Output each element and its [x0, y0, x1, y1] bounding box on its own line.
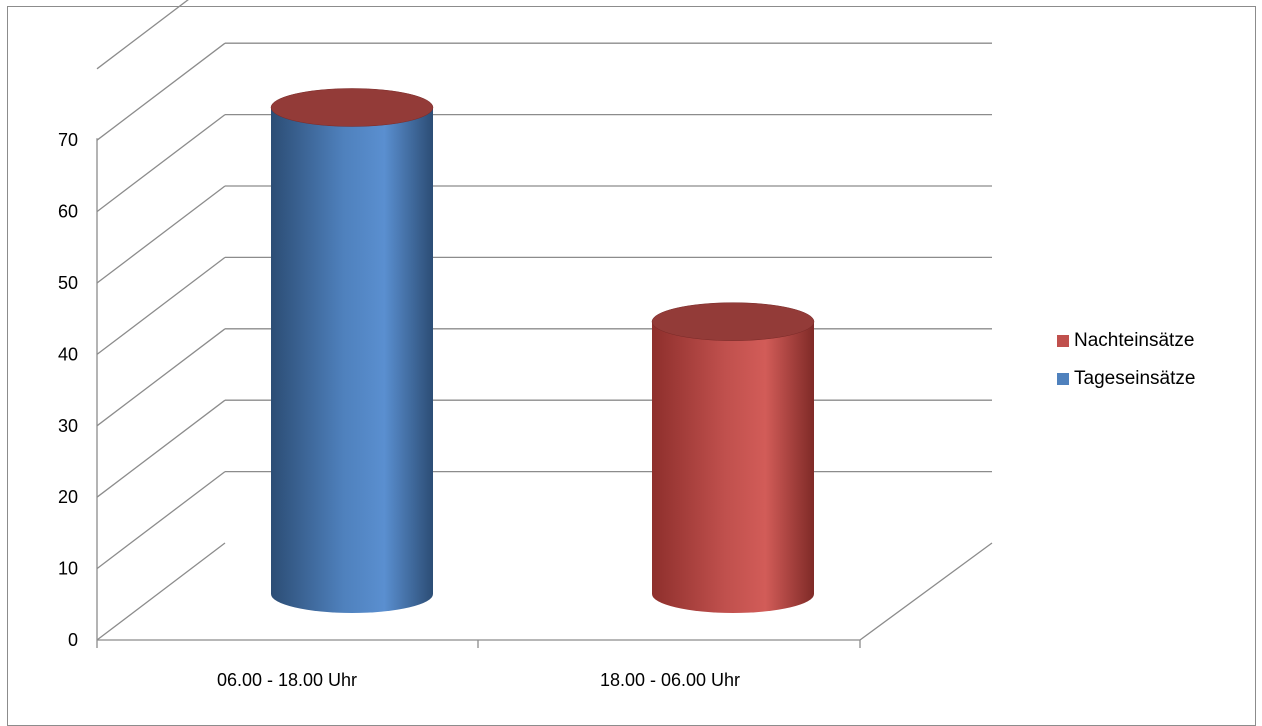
bar	[651, 302, 815, 613]
bar-top	[651, 302, 815, 341]
y-tick-label: 0	[68, 630, 78, 650]
y-tick-label: 30	[58, 416, 78, 436]
bar-body	[652, 321, 814, 613]
bar	[270, 88, 434, 613]
category-label: 18.00 - 06.00 Uhr	[600, 670, 740, 690]
chart-frame	[7, 6, 1256, 726]
y-tick-label: 60	[58, 202, 78, 222]
side-wall-line	[96, 0, 189, 70]
side-wall-line	[96, 256, 226, 355]
category-label: 06.00 - 18.00 Uhr	[217, 670, 357, 690]
y-tick-label: 20	[58, 487, 78, 507]
legend-swatch-nachteinsaetze	[1057, 335, 1069, 347]
side-wall-line	[96, 399, 226, 498]
legend-swatch-tageseinsaetze	[1057, 373, 1069, 385]
bar-top	[270, 88, 434, 127]
y-tick-label: 10	[58, 559, 78, 579]
side-wall-line	[96, 185, 226, 284]
side-wall-line	[96, 328, 226, 427]
y-tick-label: 50	[58, 273, 78, 293]
legend-label-nachteinsaetze: Nachteinsätze	[1074, 330, 1195, 351]
side-wall-line	[96, 471, 226, 570]
floor	[97, 542, 993, 641]
legend-label-tageseinsaetze: Tageseinsätze	[1074, 368, 1196, 389]
side-wall-line	[96, 114, 226, 213]
legend-item-nachteinsaetze: Nachteinsätze	[1057, 322, 1257, 360]
side-wall-line	[96, 542, 226, 641]
side-wall-line	[96, 42, 226, 141]
chart-plot: 0 10 20 30 40 50 60 70 06.00 - 18.00 Uhr 18.00 -…	[58, 0, 993, 690]
y-tick-label: 40	[58, 344, 78, 364]
y-tick-label: 70	[58, 130, 78, 150]
legend: Nachteinsätze Tageseinsätze	[1057, 322, 1257, 398]
legend-item-tageseinsaetze: Tageseinsätze	[1057, 360, 1257, 398]
bar-body	[271, 107, 433, 613]
